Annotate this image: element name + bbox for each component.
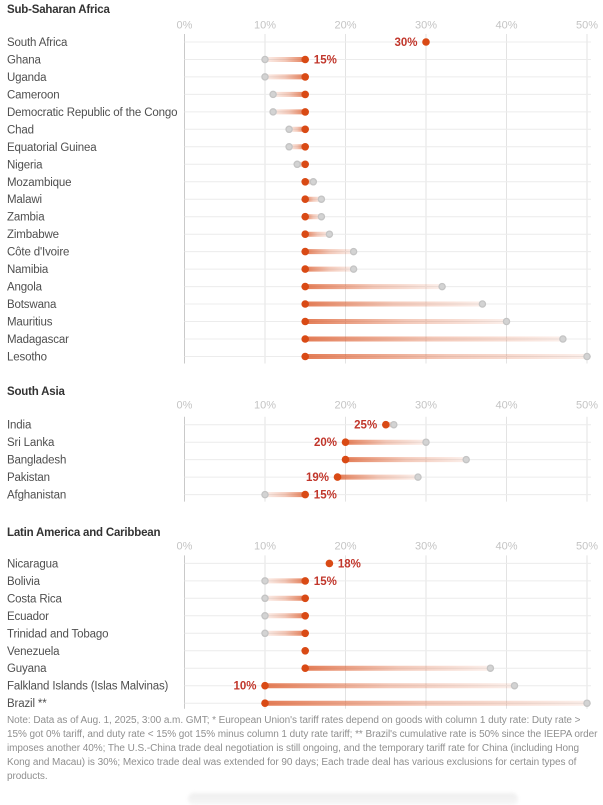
svg-text:50%: 50% [576, 541, 598, 553]
svg-text:Zimbabwe: Zimbabwe [7, 229, 59, 241]
svg-text:10%: 10% [254, 20, 276, 32]
svg-text:Latin America and Caribbean: Latin America and Caribbean [7, 527, 160, 539]
svg-text:Falkland Islands (Islas Malvin: Falkland Islands (Islas Malvinas) [7, 681, 169, 693]
svg-text:South Africa: South Africa [7, 37, 68, 49]
svg-text:50%: 50% [576, 400, 598, 412]
svg-text:Democratic Republic of the Con: Democratic Republic of the Congo [7, 107, 177, 119]
svg-text:15%: 15% [314, 576, 337, 588]
svg-text:Equatorial Guinea: Equatorial Guinea [7, 142, 97, 154]
svg-text:40%: 40% [495, 20, 517, 32]
svg-text:10%: 10% [233, 681, 256, 693]
svg-text:Nigeria: Nigeria [7, 159, 43, 171]
svg-text:Trinidad and Tobago: Trinidad and Tobago [7, 628, 108, 640]
svg-text:Uganda: Uganda [7, 72, 47, 84]
svg-text:Côte d'Ivoire: Côte d'Ivoire [7, 247, 69, 259]
svg-text:30%: 30% [415, 400, 437, 412]
svg-text:15%: 15% [314, 490, 337, 502]
svg-text:Costa Rica: Costa Rica [7, 593, 62, 605]
svg-text:50%: 50% [576, 20, 598, 32]
svg-text:Cameroon: Cameroon [7, 89, 60, 101]
svg-text:Nicaragua: Nicaragua [7, 558, 59, 570]
svg-text:0%: 0% [177, 20, 193, 32]
svg-text:10%: 10% [254, 541, 276, 553]
svg-text:Lesotho: Lesotho [7, 352, 47, 364]
svg-text:20%: 20% [314, 437, 337, 449]
svg-text:Madagascar: Madagascar [7, 334, 69, 346]
svg-text:Mauritius: Mauritius [7, 317, 53, 329]
svg-text:Angola: Angola [7, 282, 43, 294]
svg-text:20%: 20% [334, 541, 356, 553]
svg-text:30%: 30% [394, 37, 417, 49]
svg-text:10%: 10% [254, 400, 276, 412]
svg-text:Venezuela: Venezuela [7, 646, 60, 658]
svg-text:Pakistan: Pakistan [7, 472, 50, 484]
svg-text:Malawi: Malawi [7, 194, 42, 206]
svg-text:Namibia: Namibia [7, 264, 49, 276]
svg-text:Bolivia: Bolivia [7, 576, 41, 588]
svg-text:Brazil **: Brazil ** [7, 698, 47, 710]
svg-text:Botswana: Botswana [7, 299, 57, 311]
svg-text:South Asia: South Asia [7, 386, 65, 398]
svg-text:40%: 40% [495, 541, 517, 553]
svg-text:40%: 40% [495, 400, 517, 412]
svg-text:Mozambique: Mozambique [7, 177, 71, 189]
svg-text:15%: 15% [314, 55, 337, 67]
svg-text:20%: 20% [334, 400, 356, 412]
svg-text:20%: 20% [334, 20, 356, 32]
svg-text:0%: 0% [177, 541, 193, 553]
svg-text:Sri Lanka: Sri Lanka [7, 437, 55, 449]
svg-text:25%: 25% [354, 420, 377, 432]
svg-text:19%: 19% [306, 472, 329, 484]
svg-text:Ghana: Ghana [7, 55, 42, 67]
svg-text:Bangladesh: Bangladesh [7, 455, 66, 467]
svg-text:Ecuador: Ecuador [7, 611, 49, 623]
svg-text:30%: 30% [415, 541, 437, 553]
svg-text:Chad: Chad [7, 124, 34, 136]
svg-text:Afghanistan: Afghanistan [7, 490, 66, 502]
svg-text:Sub-Saharan Africa: Sub-Saharan Africa [7, 4, 111, 16]
svg-text:0%: 0% [177, 400, 193, 412]
svg-text:18%: 18% [338, 558, 361, 570]
svg-text:Zambia: Zambia [7, 212, 45, 224]
svg-text:Guyana: Guyana [7, 663, 47, 675]
svg-text:30%: 30% [415, 20, 437, 32]
svg-text:India: India [7, 420, 32, 432]
